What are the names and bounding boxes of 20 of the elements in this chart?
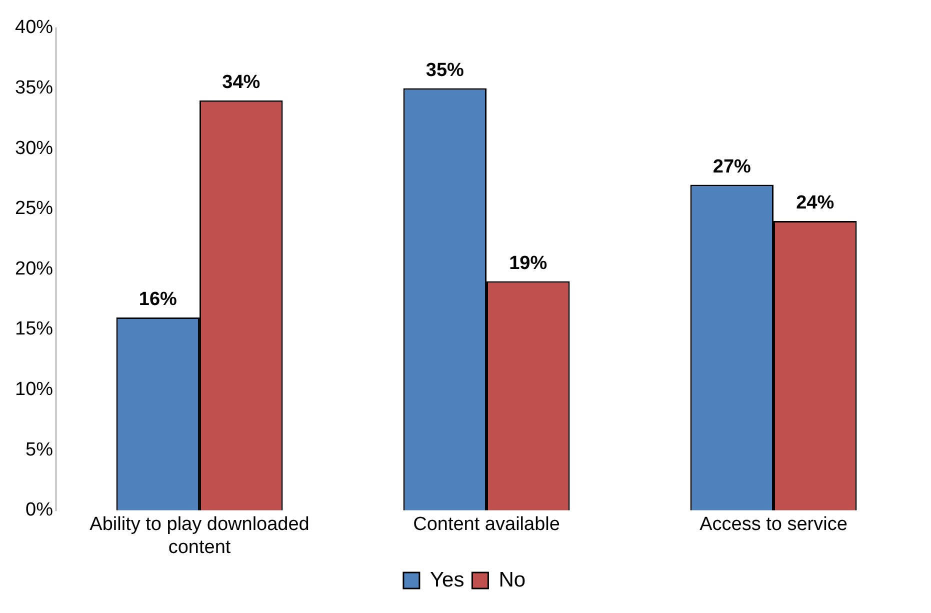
y-tick-label: 35% bbox=[14, 78, 54, 99]
y-tick-label: 15% bbox=[14, 318, 54, 340]
data-label: 19% bbox=[509, 252, 548, 274]
data-label: 27% bbox=[712, 156, 752, 178]
y-tick-label: 30% bbox=[14, 138, 54, 159]
legend-label: No bbox=[498, 568, 526, 592]
x-tick-label: Ability to play downloaded content bbox=[90, 514, 310, 558]
x-tick-label: Content available bbox=[413, 514, 560, 536]
data-label: 35% bbox=[426, 60, 464, 82]
y-tick-label: 20% bbox=[14, 258, 54, 280]
data-label: 16% bbox=[138, 289, 178, 310]
y-tick-label: 25% bbox=[14, 198, 54, 220]
y-tick-label: 40% bbox=[14, 17, 54, 38]
data-label: 34% bbox=[222, 72, 260, 94]
x-tick-label: Access to service bbox=[700, 514, 848, 536]
data-label: 24% bbox=[796, 192, 834, 214]
legend-label: Yes bbox=[430, 568, 464, 592]
y-tick-label: 0% bbox=[26, 500, 54, 521]
y-tick-label: 5% bbox=[26, 439, 54, 460]
y-tick-label: 10% bbox=[14, 379, 54, 400]
